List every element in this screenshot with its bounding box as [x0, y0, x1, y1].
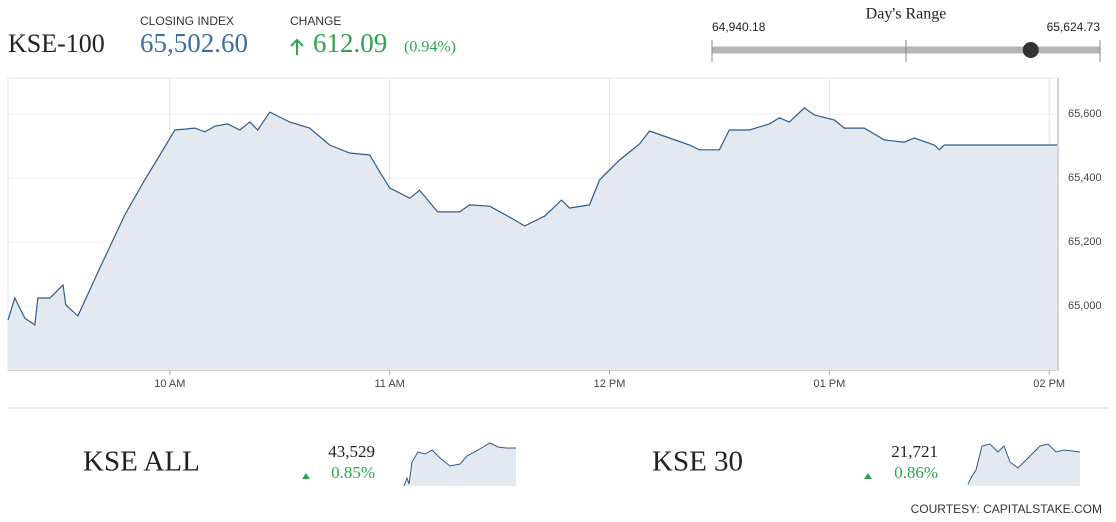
- sparkline: [403, 442, 516, 487]
- change-percent: (0.94%): [404, 39, 456, 56]
- range-marker: [1022, 42, 1039, 58]
- price-line: [7, 107, 1058, 326]
- x-tick-label: 11 AM: [374, 378, 404, 390]
- index-name: KSE-100: [8, 29, 105, 58]
- x-tick-label: 12 PM: [594, 378, 626, 390]
- y-tick-label: 65,000: [1068, 300, 1102, 312]
- footer: COURTESY: CAPITALSTAKE.COM: [911, 502, 1102, 516]
- sparkline-area: [968, 444, 1080, 486]
- up-arrow: [290, 38, 304, 55]
- range-title: Day's Range: [866, 6, 947, 23]
- change-label: CHANGE: [290, 14, 341, 28]
- y-tick-label: 65,400: [1068, 172, 1102, 184]
- closing-label: CLOSING INDEX: [140, 14, 234, 28]
- x-tick-label: 02 PM: [1033, 378, 1065, 390]
- index-name: KSE ALL: [83, 446, 200, 478]
- sparkline: [967, 443, 1081, 485]
- x-tick-label: 01 PM: [813, 378, 845, 390]
- up-arrow: [864, 473, 872, 479]
- range-low: 64,940.18: [712, 20, 766, 34]
- y-tick-label: 65,600: [1068, 108, 1102, 120]
- change-value: 612.09: [313, 28, 387, 58]
- line-area: [8, 107, 1058, 371]
- x-tick-label: 10 AM: [154, 378, 185, 390]
- index-change: 0.85%: [331, 463, 375, 482]
- up-arrow: [302, 473, 310, 479]
- closing-value: 65,502.60: [140, 28, 248, 58]
- index-value: 21,721: [891, 442, 938, 461]
- range-high: 65,624.73: [1047, 20, 1101, 34]
- index-value: 43,529: [328, 442, 375, 461]
- y-tick-label: 65,200: [1068, 236, 1102, 248]
- index-name: KSE 30: [652, 446, 743, 478]
- index-change: 0.86%: [894, 463, 938, 482]
